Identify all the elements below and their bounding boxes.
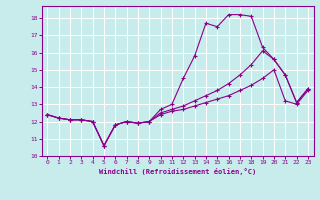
X-axis label: Windchill (Refroidissement éolien,°C): Windchill (Refroidissement éolien,°C) [99, 168, 256, 175]
